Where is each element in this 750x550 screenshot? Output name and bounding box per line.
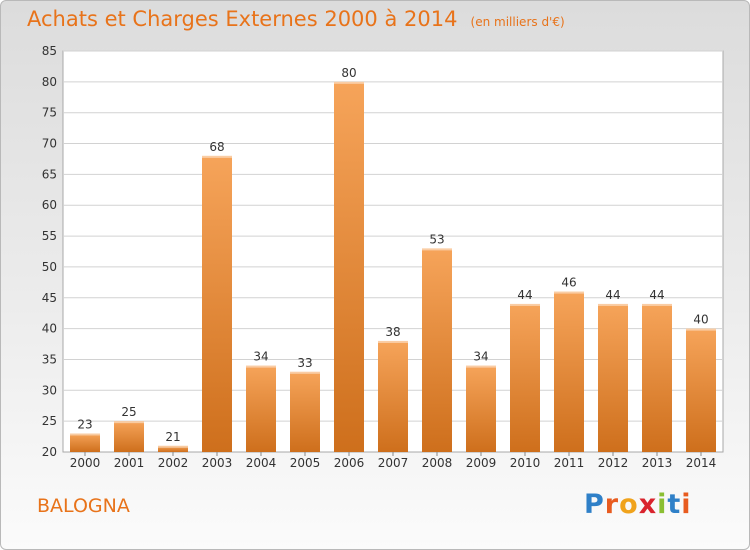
bar-highlight — [378, 340, 408, 343]
bar-highlight — [290, 371, 320, 374]
bar — [422, 248, 452, 452]
bar-highlight — [114, 421, 144, 424]
logo-letter: P — [584, 489, 605, 520]
data-label: 38 — [385, 325, 400, 339]
logo-letter: i — [681, 489, 692, 520]
x-tick-label: 2008 — [422, 456, 453, 470]
x-tick-label: 2011 — [554, 456, 585, 470]
logo-letter: r — [604, 489, 620, 520]
bar — [70, 433, 100, 452]
bar-highlight — [334, 81, 364, 84]
bar-highlight — [466, 365, 496, 368]
chart-subtitle: (en milliers d'€) — [470, 15, 565, 29]
logo-letter: i — [657, 489, 668, 520]
bar — [202, 155, 232, 452]
chart-title-row: Achats et Charges Externes 2000 à 2014 (… — [27, 7, 565, 31]
y-tick-label: 30 — [42, 383, 57, 397]
x-tick-label: 2001 — [114, 456, 145, 470]
data-label: 80 — [341, 66, 356, 80]
logo-letter: t — [667, 489, 682, 520]
data-label: 21 — [165, 430, 180, 444]
data-labels: 23 25 21 68 34 33 80 38 53 34 44 46 44 44 40 — [77, 66, 708, 444]
place-name: BALOGNA — [37, 495, 130, 517]
bars — [70, 81, 716, 452]
x-tick-label: 2007 — [378, 456, 409, 470]
data-label: 34 — [253, 350, 268, 364]
y-tick-label: 55 — [42, 229, 57, 243]
bar — [378, 340, 408, 452]
bar-highlight — [158, 445, 188, 448]
data-label: 25 — [121, 405, 136, 419]
bar-highlight — [554, 291, 584, 294]
proxiti-logo: Proxiti — [584, 489, 692, 520]
x-tick-label: 2009 — [466, 456, 497, 470]
bar — [334, 81, 364, 452]
x-tick-label: 2000 — [70, 456, 101, 470]
bar-highlight — [246, 365, 276, 368]
data-label: 46 — [561, 276, 576, 290]
bar — [466, 365, 496, 452]
y-tick-label: 85 — [42, 44, 57, 58]
logo-letter: x — [638, 489, 658, 520]
data-label: 53 — [429, 232, 444, 246]
y-tick-label: 45 — [42, 291, 57, 305]
x-tick-label: 2010 — [510, 456, 541, 470]
data-label: 44 — [605, 288, 620, 302]
bar — [554, 291, 584, 452]
bar-highlight — [422, 248, 452, 251]
bar — [510, 303, 540, 452]
y-tick-label: 60 — [42, 198, 57, 212]
x-tick-label: 2013 — [642, 456, 673, 470]
data-label: 44 — [517, 288, 532, 302]
y-tick-label: 75 — [42, 106, 57, 120]
y-tick-label: 65 — [42, 167, 57, 181]
y-tick-label: 70 — [42, 137, 57, 151]
bar-highlight — [642, 303, 672, 306]
y-axis-ticks: 20 25 30 35 40 45 50 55 60 65 70 75 80 85 — [42, 44, 57, 459]
bar-highlight — [70, 433, 100, 436]
bar — [598, 303, 628, 452]
data-label: 23 — [77, 417, 92, 431]
y-tick-label: 40 — [42, 322, 57, 336]
x-tick-label: 2004 — [246, 456, 277, 470]
data-label: 33 — [297, 356, 312, 370]
x-tick-label: 2006 — [334, 456, 365, 470]
x-tick-label: 2003 — [202, 456, 233, 470]
bar — [290, 371, 320, 452]
bar-highlight — [202, 155, 232, 158]
bar-highlight — [598, 303, 628, 306]
x-tick-label: 2012 — [598, 456, 629, 470]
bar — [114, 421, 144, 452]
data-label: 34 — [473, 350, 488, 364]
x-tick-label: 2005 — [290, 456, 321, 470]
y-tick-label: 20 — [42, 445, 57, 459]
bar — [642, 303, 672, 452]
y-tick-label: 35 — [42, 352, 57, 366]
chart-title: Achats et Charges Externes 2000 à 2014 — [27, 7, 458, 31]
y-tick-label: 25 — [42, 414, 57, 428]
bar — [246, 365, 276, 452]
x-axis-ticks: 2000 2001 2002 2003 2004 2005 2006 2007 2008 2009… — [70, 452, 717, 470]
bar — [686, 328, 716, 452]
data-label: 44 — [649, 288, 664, 302]
bar-highlight — [510, 303, 540, 306]
x-tick-label: 2002 — [158, 456, 189, 470]
logo-letter: o — [619, 489, 639, 520]
data-label: 40 — [693, 313, 708, 327]
y-tick-label: 80 — [42, 75, 57, 89]
bar — [158, 445, 188, 452]
data-label: 68 — [209, 140, 224, 154]
x-tick-label: 2014 — [686, 456, 717, 470]
y-tick-label: 50 — [42, 260, 57, 274]
bar-highlight — [686, 328, 716, 331]
